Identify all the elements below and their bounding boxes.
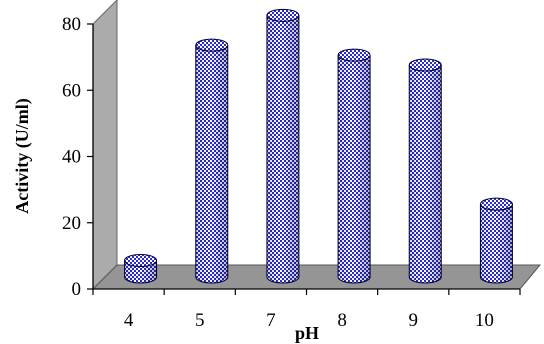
x-ticks: 4 5 7 8 9 10	[92, 289, 521, 331]
x-tick-label: 4	[124, 310, 134, 331]
y-tick-label: 20	[62, 213, 81, 234]
y-tick-label: 40	[62, 147, 81, 168]
bar-top	[266, 8, 300, 22]
bar-top	[195, 38, 229, 52]
floor	[91, 264, 542, 290]
x-tick-label: 9	[409, 310, 419, 331]
y-ticks: 0 20 40 60 80	[62, 14, 93, 300]
x-tick-label: 8	[337, 310, 347, 331]
bar-shading	[338, 55, 371, 283]
bars	[124, 8, 513, 284]
bar-shading	[409, 65, 442, 283]
bar-top	[408, 58, 442, 72]
bar-shading	[195, 45, 228, 283]
bar	[408, 58, 442, 284]
bar	[195, 38, 229, 284]
x-axis-title: pH	[295, 323, 319, 343]
bar	[479, 197, 513, 284]
bar	[124, 253, 158, 284]
y-axis-title: Activity (U/ml)	[12, 98, 33, 213]
bar-shading	[480, 204, 513, 283]
y-tick-label: 0	[72, 279, 82, 300]
bar-shading	[266, 15, 299, 283]
y-tick-label: 80	[62, 14, 81, 35]
bar-top	[337, 48, 371, 62]
x-tick-label: 10	[475, 310, 494, 331]
back-wall	[92, 0, 118, 291]
x-tick-label: 5	[195, 310, 205, 331]
bar	[266, 8, 300, 284]
bar	[337, 48, 371, 284]
bar-top	[124, 253, 158, 267]
x-tick-label: 7	[266, 310, 276, 331]
y-tick-label: 60	[62, 80, 81, 101]
bar-top	[479, 197, 513, 211]
